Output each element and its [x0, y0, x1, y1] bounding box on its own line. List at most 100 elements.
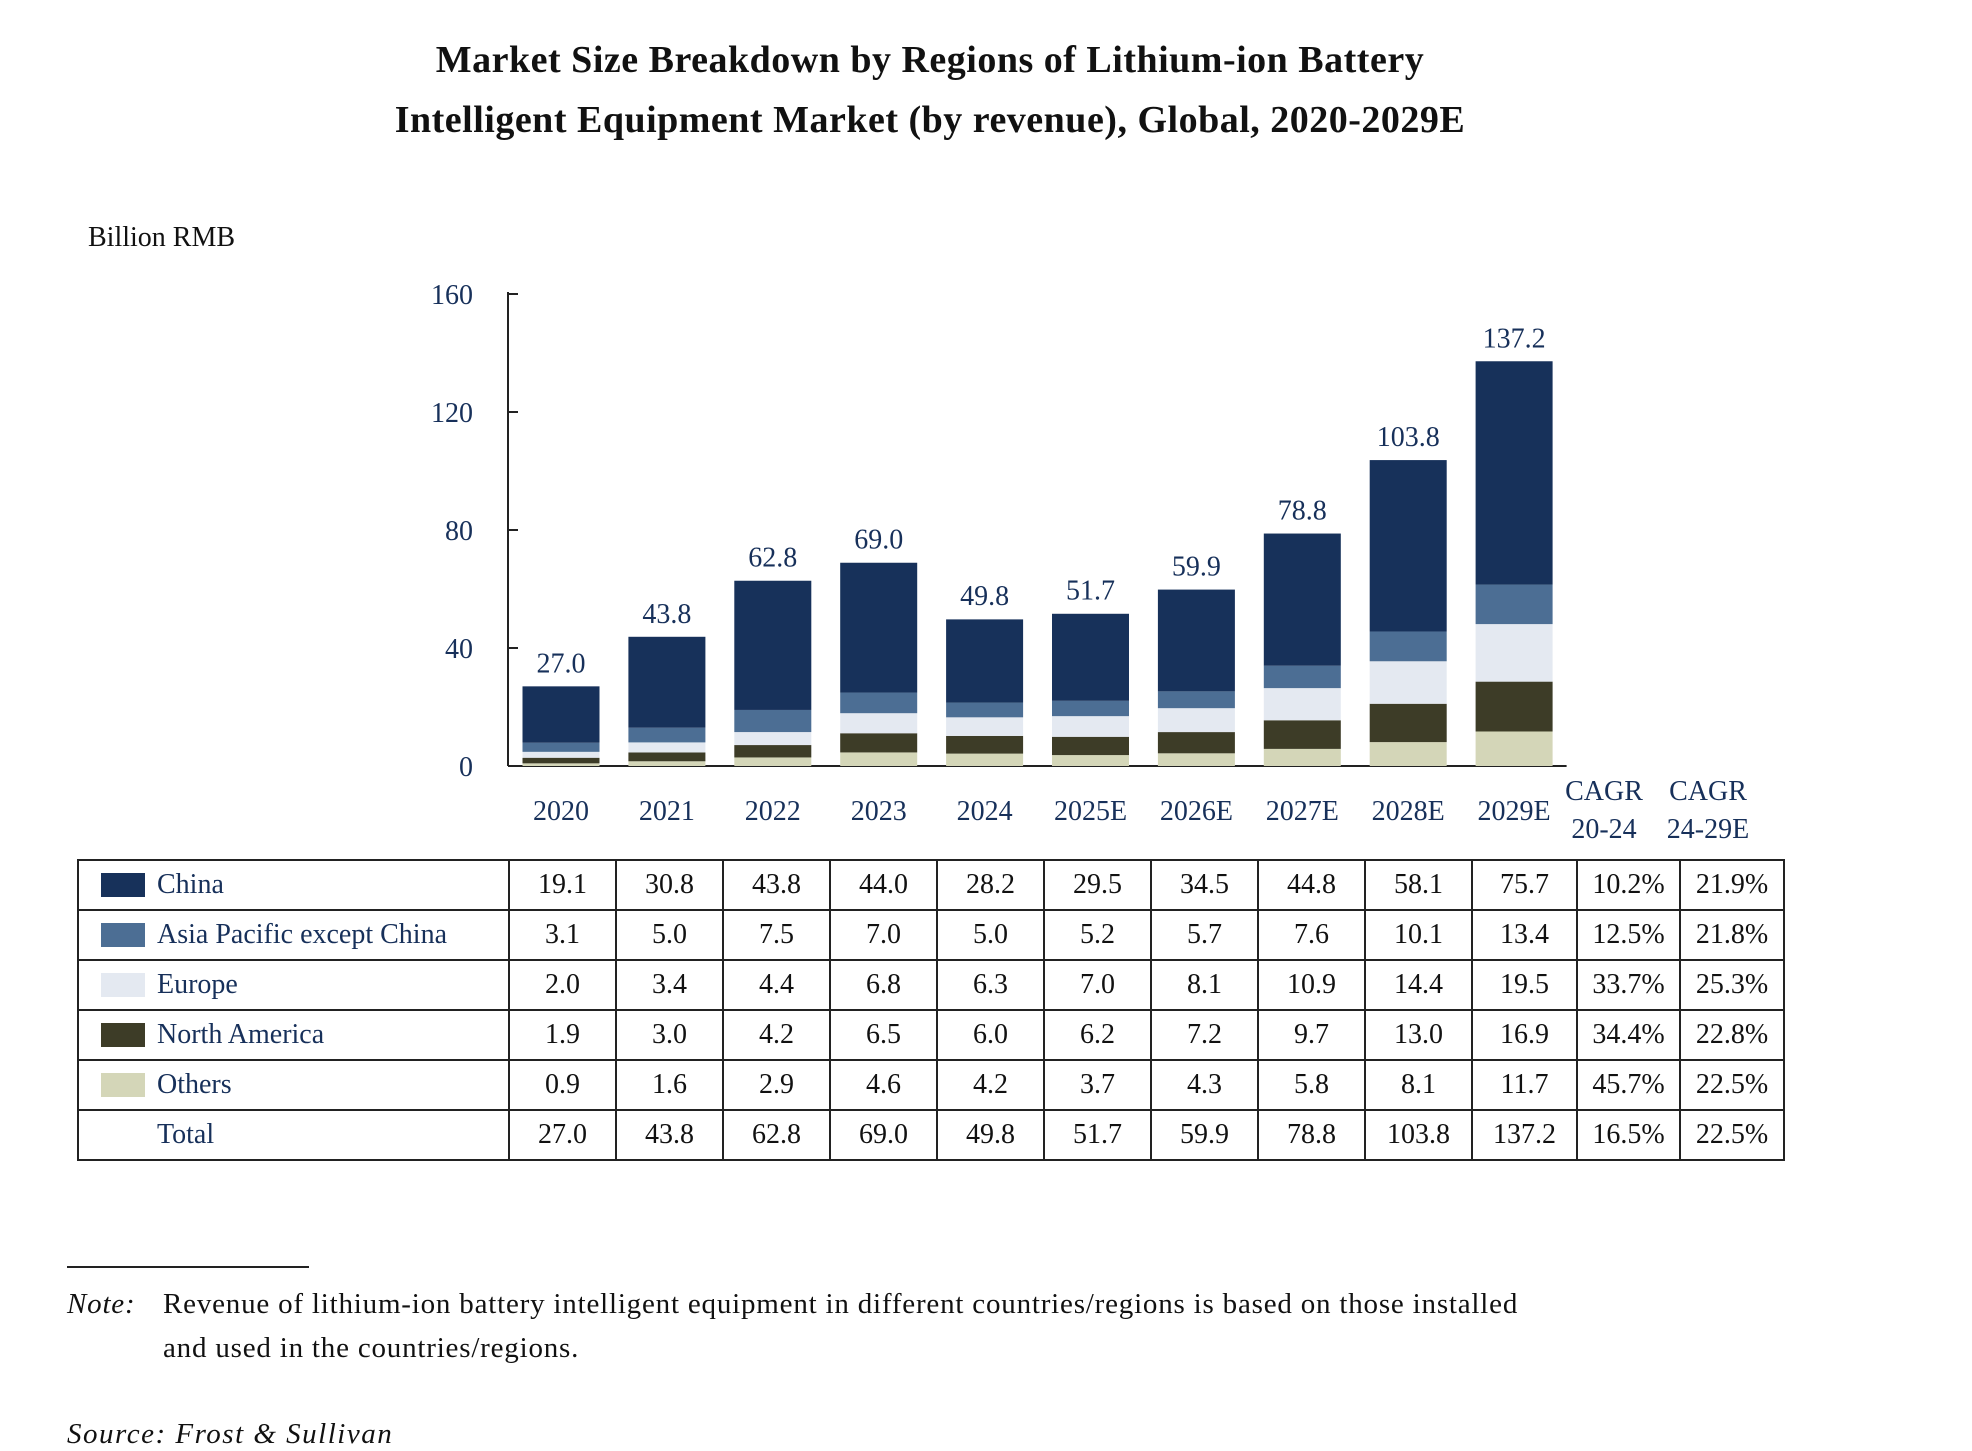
note-text-line2: and used in the countries/regions.	[163, 1332, 580, 1364]
bar-segment-north-america	[1475, 681, 1553, 732]
table-cell: 1.9	[508, 1009, 617, 1061]
table-cell: 8.1	[1150, 959, 1259, 1011]
table-cagr-cell: 34.4%	[1576, 1009, 1681, 1061]
table-cell: 4.2	[722, 1009, 831, 1061]
table-cell: 34.5	[1150, 859, 1259, 911]
table-cell: 69.0	[829, 1109, 938, 1161]
y-axis-unit-label: Billion RMB	[88, 222, 236, 253]
bar-segment-asia-pacific-except-china	[628, 727, 706, 743]
table-cell: 28.2	[936, 859, 1045, 911]
table-cell: 4.3	[1150, 1059, 1259, 1111]
table-cell: 78.8	[1257, 1109, 1366, 1161]
chart-title: Market Size Breakdown by Regions of Lith…	[0, 30, 1860, 150]
bar-segment-china	[628, 636, 706, 728]
bar-segment-europe	[840, 713, 918, 734]
legend-swatch	[101, 1072, 145, 1097]
table-cagr-cell: 16.5%	[1576, 1109, 1681, 1161]
bar-segment-others	[734, 757, 812, 766]
table-row: Europe 2.0 3.4 4.4 6.8 6.3 7.0 8.1 10.9 14.4 19.5 3…	[77, 959, 1785, 1011]
x-axis-category-label: 2024	[957, 796, 1013, 827]
y-axis-tick-label: 40	[445, 634, 473, 665]
table-cell: 6.8	[829, 959, 938, 1011]
bar-segment-china	[946, 619, 1024, 703]
table-cagr-cell: 25.3%	[1679, 959, 1785, 1011]
table-cell: 44.8	[1257, 859, 1366, 911]
table-row-label: China	[157, 869, 224, 900]
table-cell: 13.4	[1471, 909, 1578, 961]
table-cell: 7.0	[1043, 959, 1152, 1011]
table-cagr-cell: 21.9%	[1679, 859, 1785, 911]
bar-segment-europe	[1263, 688, 1341, 721]
bar-segment-asia-pacific-except-china	[1369, 631, 1447, 662]
table-cagr-cell: 22.5%	[1679, 1059, 1785, 1111]
table-cell: 43.8	[722, 859, 831, 911]
bar-segment-north-america	[840, 733, 918, 753]
bar-segment-china	[1052, 613, 1129, 701]
bar-segment-china	[1263, 533, 1341, 666]
bar-segment-north-america	[1369, 703, 1447, 743]
x-axis-category-label: 2022	[745, 796, 801, 827]
table-cell: 3.7	[1043, 1059, 1152, 1111]
table-cell: 4.6	[829, 1059, 938, 1111]
table-row-label: Total	[157, 1119, 215, 1150]
bar-segment-others	[1369, 742, 1447, 766]
note-text-line1: Revenue of lithium-ion battery intellige…	[163, 1288, 1519, 1320]
table-cell: 19.1	[508, 859, 617, 911]
y-axis-tick-label: 80	[445, 516, 473, 547]
cagr-header-line1: CAGR	[1669, 776, 1747, 807]
legend-swatch	[101, 922, 145, 947]
table-cell: 27.0	[508, 1109, 617, 1161]
bar-segment-north-america	[946, 735, 1024, 754]
x-axis-category-label: 2025E	[1054, 796, 1127, 827]
table-cagr-cell: 12.5%	[1576, 909, 1681, 961]
table-cell: 7.0	[829, 909, 938, 961]
bar-total-label: 69.0	[854, 524, 903, 555]
table-cell: 49.8	[936, 1109, 1045, 1161]
table-cagr-cell: 45.7%	[1576, 1059, 1681, 1111]
table-cell: 51.7	[1043, 1109, 1152, 1161]
bar-total-label: 103.8	[1377, 422, 1440, 453]
table-cell: 3.1	[508, 909, 617, 961]
bar-segment-china	[734, 580, 812, 710]
bar-segment-others	[1475, 731, 1553, 766]
table-cell: 10.9	[1257, 959, 1366, 1011]
note-line1: Note: Revenue of lithium-ion battery inte…	[67, 1282, 1817, 1326]
table-cagr-cell: 22.8%	[1679, 1009, 1785, 1061]
data-table: China 19.1 30.8 43.8 44.0 28.2 29.5 34.5 44.8 58.…	[77, 859, 1785, 1161]
bar-segment-asia-pacific-except-china	[734, 709, 812, 733]
table-cell: 6.2	[1043, 1009, 1152, 1061]
table-cell: 59.9	[1150, 1109, 1259, 1161]
bar-total-label: 49.8	[960, 581, 1009, 612]
table-cell: 30.8	[615, 859, 724, 911]
table-cell: 7.2	[1150, 1009, 1259, 1061]
table-cagr-cell: 33.7%	[1576, 959, 1681, 1011]
table-cell: 19.5	[1471, 959, 1578, 1011]
table-cell: 4.2	[936, 1059, 1045, 1111]
table-cell: 2.9	[722, 1059, 831, 1111]
bar-segment-europe	[1052, 716, 1129, 737]
bar-segment-north-america	[522, 757, 600, 764]
bar-segment-north-america	[628, 752, 706, 762]
table-cagr-cell: 22.5%	[1679, 1109, 1785, 1161]
table-cell: 13.0	[1364, 1009, 1473, 1061]
table-row: North America 1.9 3.0 4.2 6.5 6.0 6.2 7.2 9.7 13.…	[77, 1009, 1785, 1061]
table-row-label-cell: North America	[77, 1009, 510, 1061]
legend-swatch	[101, 872, 145, 897]
bar-segment-others	[1157, 753, 1235, 766]
stacked-bar-chart: 0 40 80 120 160 27.0 2020 43.8 2021 62.8 2022 69.0 2…	[431, 280, 1749, 845]
table-cell: 0.9	[508, 1059, 617, 1111]
note: Note: Revenue of lithium-ion battery inte…	[67, 1282, 1817, 1370]
table-cell: 43.8	[615, 1109, 724, 1161]
table-row-label-cell: China	[77, 859, 510, 911]
table-cell: 6.5	[829, 1009, 938, 1061]
table-cell: 29.5	[1043, 859, 1152, 911]
table-cell: 3.0	[615, 1009, 724, 1061]
x-axis-category-label: 2028E	[1372, 796, 1445, 827]
table-row: Asia Pacific except China 3.1 5.0 7.5 7.0 5.0…	[77, 909, 1785, 961]
table-row-label: Others	[157, 1069, 232, 1100]
table-cell: 6.3	[936, 959, 1045, 1011]
legend-swatch	[101, 1022, 145, 1047]
bar-segment-europe	[522, 751, 600, 758]
table-cell: 14.4	[1364, 959, 1473, 1011]
table-row-label-cell: Asia Pacific except China	[77, 909, 510, 961]
